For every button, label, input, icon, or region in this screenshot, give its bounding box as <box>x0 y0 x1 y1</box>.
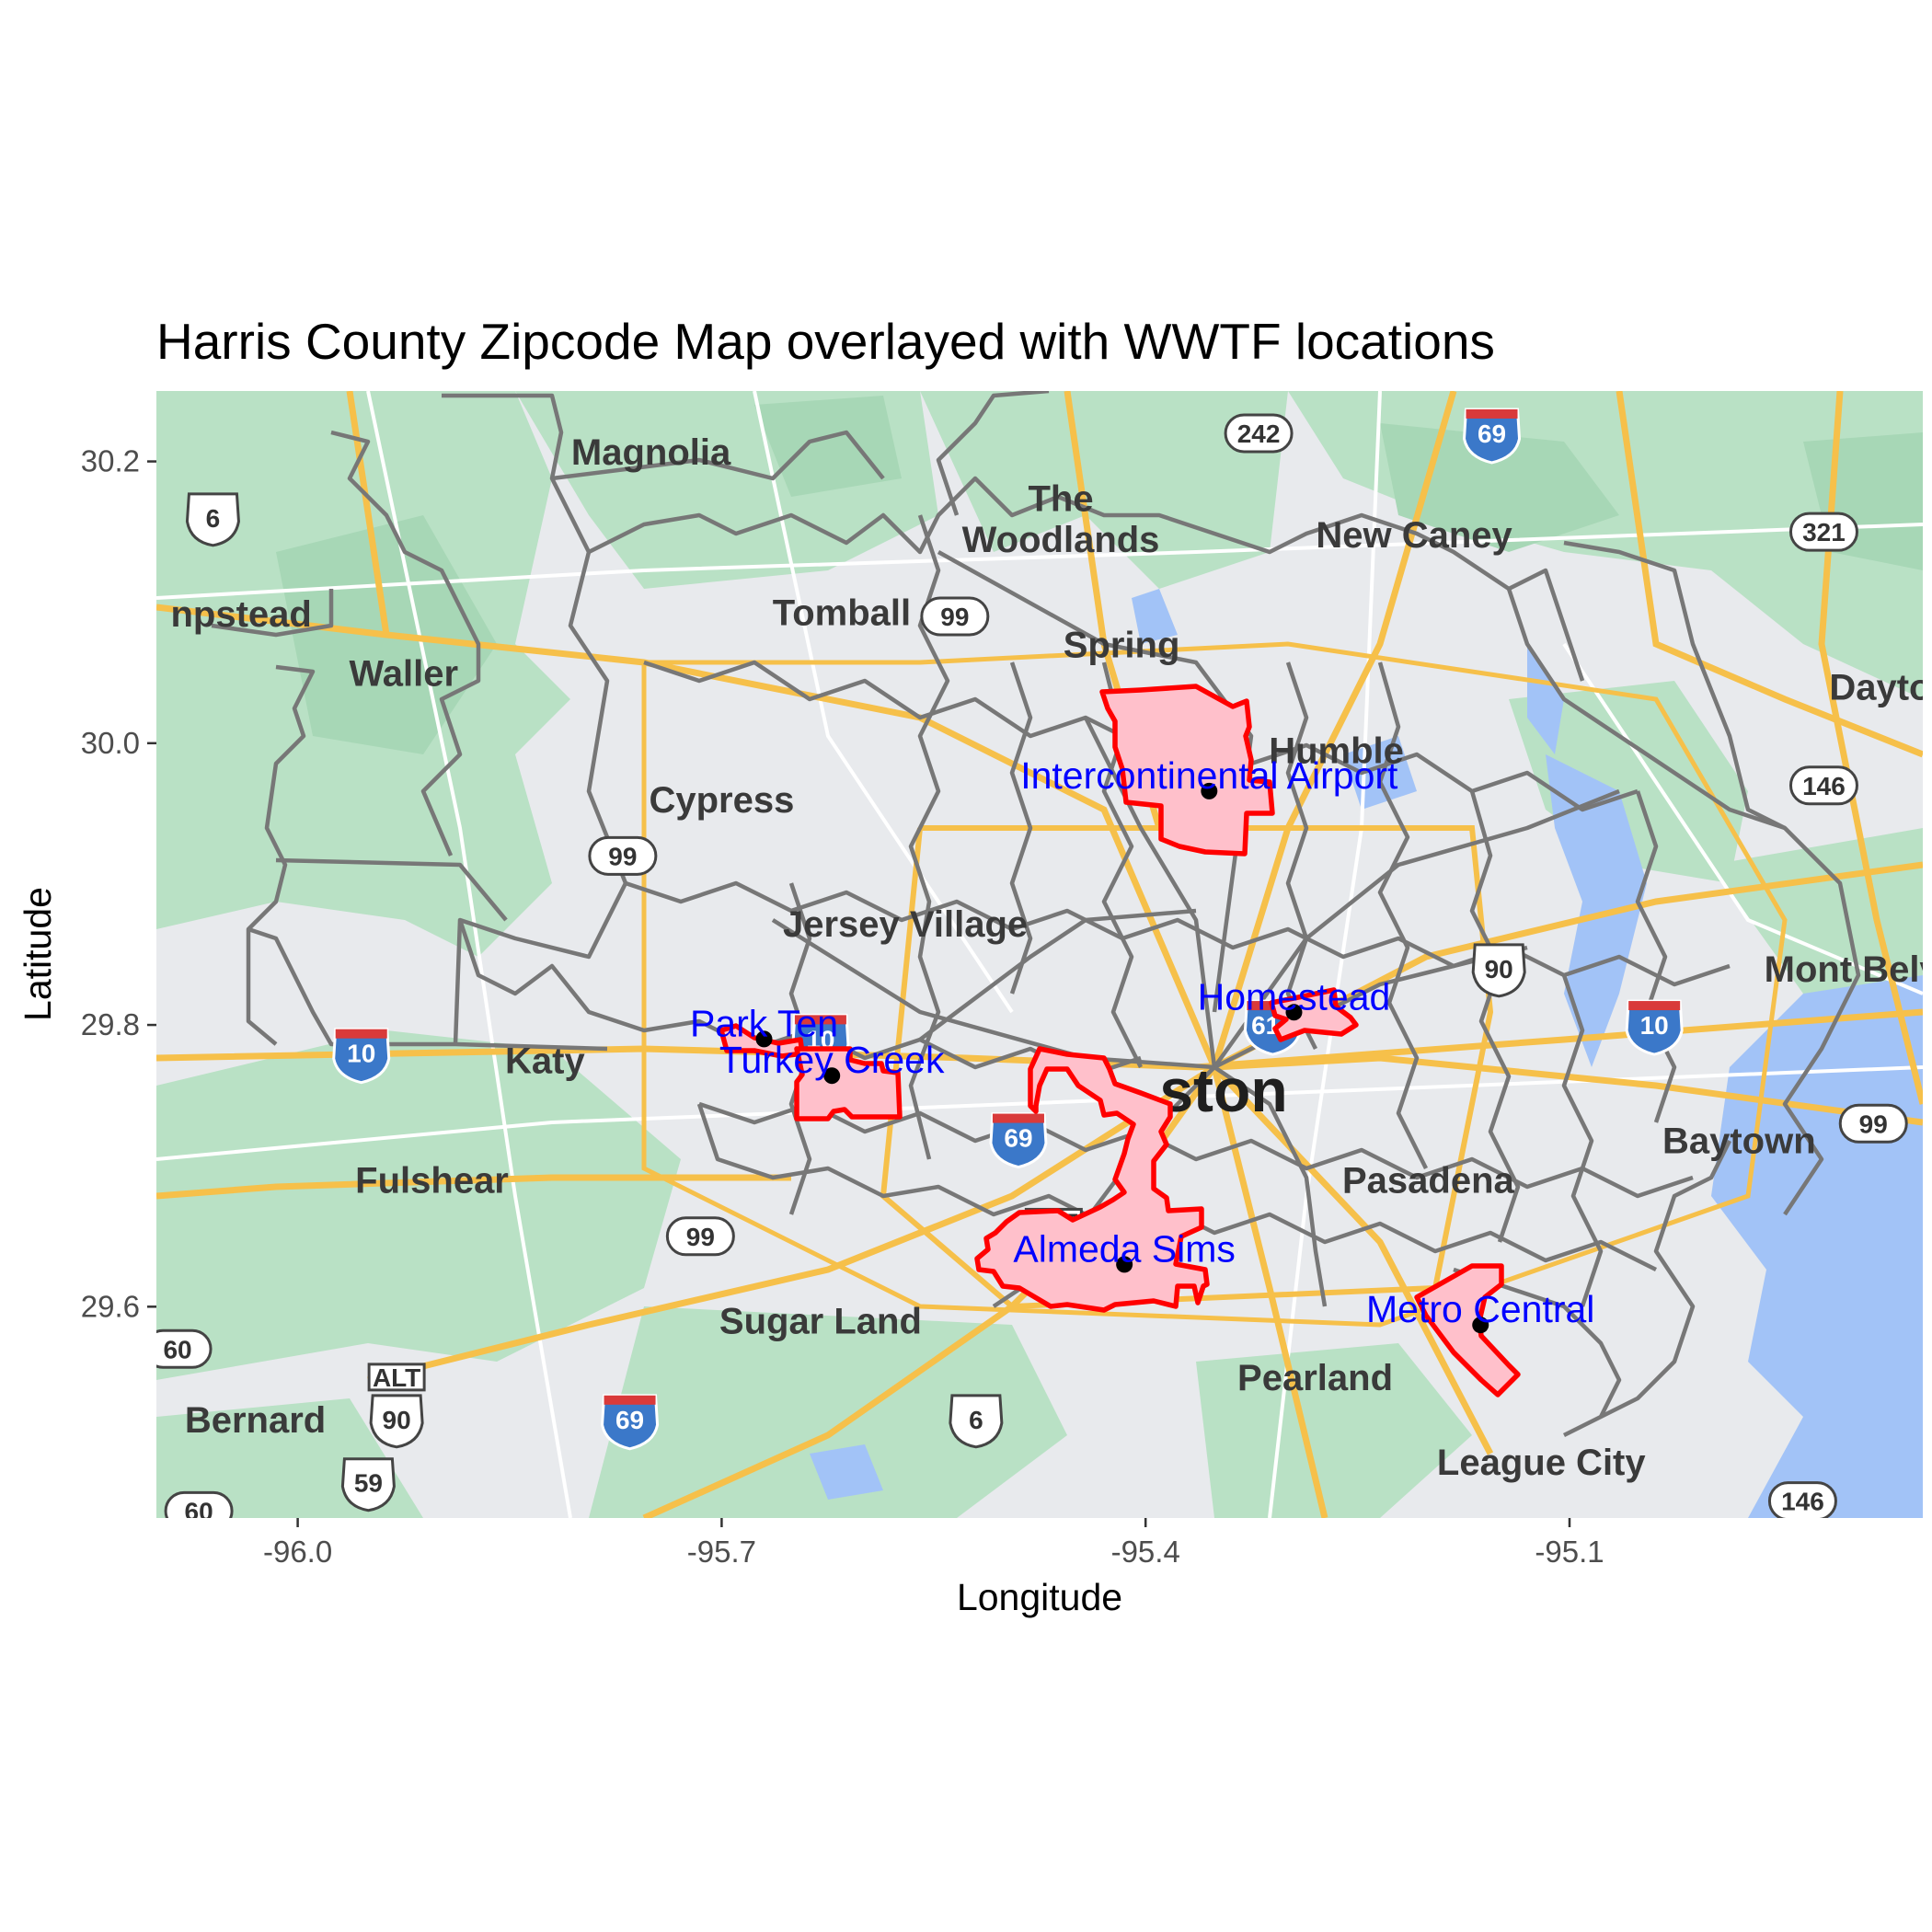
place-label: Magnolia <box>571 432 731 473</box>
place-label: Woodlands <box>962 520 1160 560</box>
x-axis: -96.0 -95.7 -95.4 -95.1 <box>263 1518 1604 1569</box>
route-shield-number: 6 <box>969 1406 983 1434</box>
map-panel[interactable]: Magnolia The Woodlands New Caney Tomball… <box>144 391 1932 1529</box>
route-shield-interstate-69: 69 <box>1463 408 1522 465</box>
wwtf-markers[interactable]: Intercontinental Airport Homestead Park Te… <box>690 754 1594 1334</box>
place-label: Fulshear <box>355 1161 509 1202</box>
route-shield-us-6: 6 <box>949 1394 1004 1449</box>
y-tick-label: 29.8 <box>81 1007 140 1041</box>
route-shield-number: 60 <box>185 1497 213 1525</box>
route-shield-number: 10 <box>1640 1011 1669 1040</box>
route-shield-number: 10 <box>347 1040 375 1068</box>
place-label: Pasadena <box>1342 1161 1515 1202</box>
x-tick-label: -95.7 <box>687 1535 756 1569</box>
place-label: Mont Belv <box>1765 949 1932 990</box>
route-shield-state-60: 60 <box>164 1490 234 1525</box>
place-label: Waller <box>350 653 459 694</box>
place-label: Spring <box>1064 626 1180 666</box>
y-tick-label: 30.2 <box>81 444 140 478</box>
wwtf-point[interactable] <box>1472 1317 1489 1334</box>
route-shield-state-99: 99 <box>1838 1103 1908 1144</box>
wwtf-label: Homestead <box>1198 975 1391 1018</box>
route-shield-number: 99 <box>1859 1110 1888 1138</box>
wwtf-label: Intercontinental Airport <box>1020 754 1398 797</box>
route-shield-interstate-10: 10 <box>332 1028 391 1085</box>
route-shield-number: 69 <box>1478 420 1506 448</box>
place-label: League City <box>1437 1443 1646 1483</box>
zip-polygon-turkey-creek[interactable] <box>794 1046 903 1121</box>
place-label: New Caney <box>1316 515 1512 556</box>
y-tick-label: 30.0 <box>81 726 140 760</box>
place-label: npstead <box>170 594 311 635</box>
place-label: Cypress <box>649 780 794 821</box>
wwtf-point[interactable] <box>823 1067 841 1085</box>
route-shield-number: 321 <box>1802 518 1846 546</box>
x-tick-label: -96.0 <box>263 1535 332 1569</box>
wwtf-point[interactable] <box>755 1030 773 1048</box>
route-shield-number: 69 <box>615 1406 644 1434</box>
zip-polygon-homestead[interactable] <box>1269 987 1359 1042</box>
route-shield-us-90: 90 <box>369 1394 424 1449</box>
route-shield-number: 6 <box>206 504 221 533</box>
wwtf-point[interactable] <box>1285 1004 1303 1021</box>
place-label: Pearland <box>1237 1358 1393 1398</box>
x-tick-label: -95.4 <box>1111 1535 1180 1569</box>
route-shield-number: 146 <box>1781 1488 1824 1516</box>
wwtf-label: Almeda Sims <box>1013 1227 1236 1270</box>
route-shield-interstate-69: 69 <box>601 1394 660 1451</box>
y-axis-title: Latitude <box>17 887 59 1021</box>
route-shield-state-99: 99 <box>665 1216 735 1257</box>
route-shield-number: 90 <box>1485 955 1513 983</box>
place-label: Dayto <box>1829 668 1931 708</box>
route-shield-us-59: 59 <box>340 1457 396 1512</box>
route-shield-number: ALT <box>373 1363 420 1392</box>
route-shield-number: 59 <box>354 1469 383 1498</box>
route-shield-state-99: 99 <box>588 835 658 876</box>
route-shield-number: 146 <box>1802 772 1846 800</box>
wwtf-label: Turkey Creek <box>719 1039 945 1081</box>
route-shield-us-90: 90 <box>1471 943 1526 998</box>
zip-polygon-intercontinental-airport[interactable] <box>1099 684 1275 857</box>
place-label: Bernard <box>185 1400 326 1441</box>
place-label: Katy <box>505 1041 585 1081</box>
route-shield-state-321: 321 <box>1788 512 1858 552</box>
y-axis: 29.6 29.8 30.0 30.2 <box>81 444 156 1323</box>
route-shield-interstate-10: 10 <box>1625 999 1684 1056</box>
wwtf-point[interactable] <box>1116 1256 1133 1273</box>
place-labels: Magnolia The Woodlands New Caney Tomball… <box>170 432 1932 1483</box>
place-label: Jersey Village <box>783 904 1028 945</box>
route-shield-state-60: 60 <box>156 1328 213 1369</box>
route-shield-state-242: 242 <box>1224 413 1294 454</box>
zip-polygon-metro-central[interactable] <box>1414 1263 1521 1397</box>
route-shield-state-146: 146 <box>1788 765 1858 806</box>
x-tick-label: -95.1 <box>1535 1535 1604 1569</box>
route-shield-number: 90 <box>383 1406 411 1434</box>
zip-polygon-almeda-sims[interactable] <box>974 1046 1210 1313</box>
wwtf-point[interactable] <box>1201 782 1218 799</box>
x-axis-title: Longitude <box>957 1576 1122 1618</box>
wwtf-label: Metro Central <box>1366 1288 1594 1330</box>
route-shield-alt-ALT: ALT <box>367 1363 426 1392</box>
route-shield-interstate-69: 69 <box>989 1112 1048 1169</box>
route-shield-state-146: 146 <box>1767 1481 1837 1518</box>
route-shield-us-6: 6 <box>185 492 240 547</box>
route-shield-number: 99 <box>686 1223 715 1251</box>
route-shield-number: 99 <box>940 603 969 631</box>
route-shield-number: 99 <box>608 842 637 870</box>
route-shield-state-99: 99 <box>920 596 990 637</box>
route-shield-number: 242 <box>1237 420 1281 448</box>
y-tick-label: 29.6 <box>81 1289 140 1323</box>
plot-title: Harris County Zipcode Map overlayed with… <box>156 313 1495 370</box>
place-label: Baytown <box>1662 1121 1816 1162</box>
place-label: Sugar Land <box>719 1302 922 1342</box>
place-label: Tomball <box>773 592 911 633</box>
place-label: Humble <box>1269 730 1404 771</box>
route-shield-number: 60 <box>163 1335 191 1363</box>
place-label: The <box>1028 478 1093 519</box>
wwtf-zip-polygons[interactable] <box>719 684 1521 1397</box>
wwtf-label: Park Ten <box>690 1002 838 1044</box>
route-shield-number: 69 <box>1004 1124 1032 1153</box>
city-label: ston <box>1159 1056 1287 1124</box>
